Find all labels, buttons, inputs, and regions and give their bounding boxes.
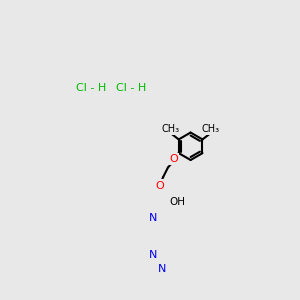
Text: O: O	[169, 154, 178, 164]
Text: OH: OH	[170, 196, 186, 206]
Text: N: N	[149, 213, 157, 223]
Text: O: O	[155, 181, 164, 191]
Text: Cl - H: Cl - H	[76, 83, 106, 93]
Text: N: N	[149, 250, 157, 260]
Text: Cl - H: Cl - H	[116, 83, 146, 93]
Text: N: N	[158, 264, 166, 274]
Text: CH₃: CH₃	[162, 124, 180, 134]
Text: CH₃: CH₃	[201, 124, 219, 134]
